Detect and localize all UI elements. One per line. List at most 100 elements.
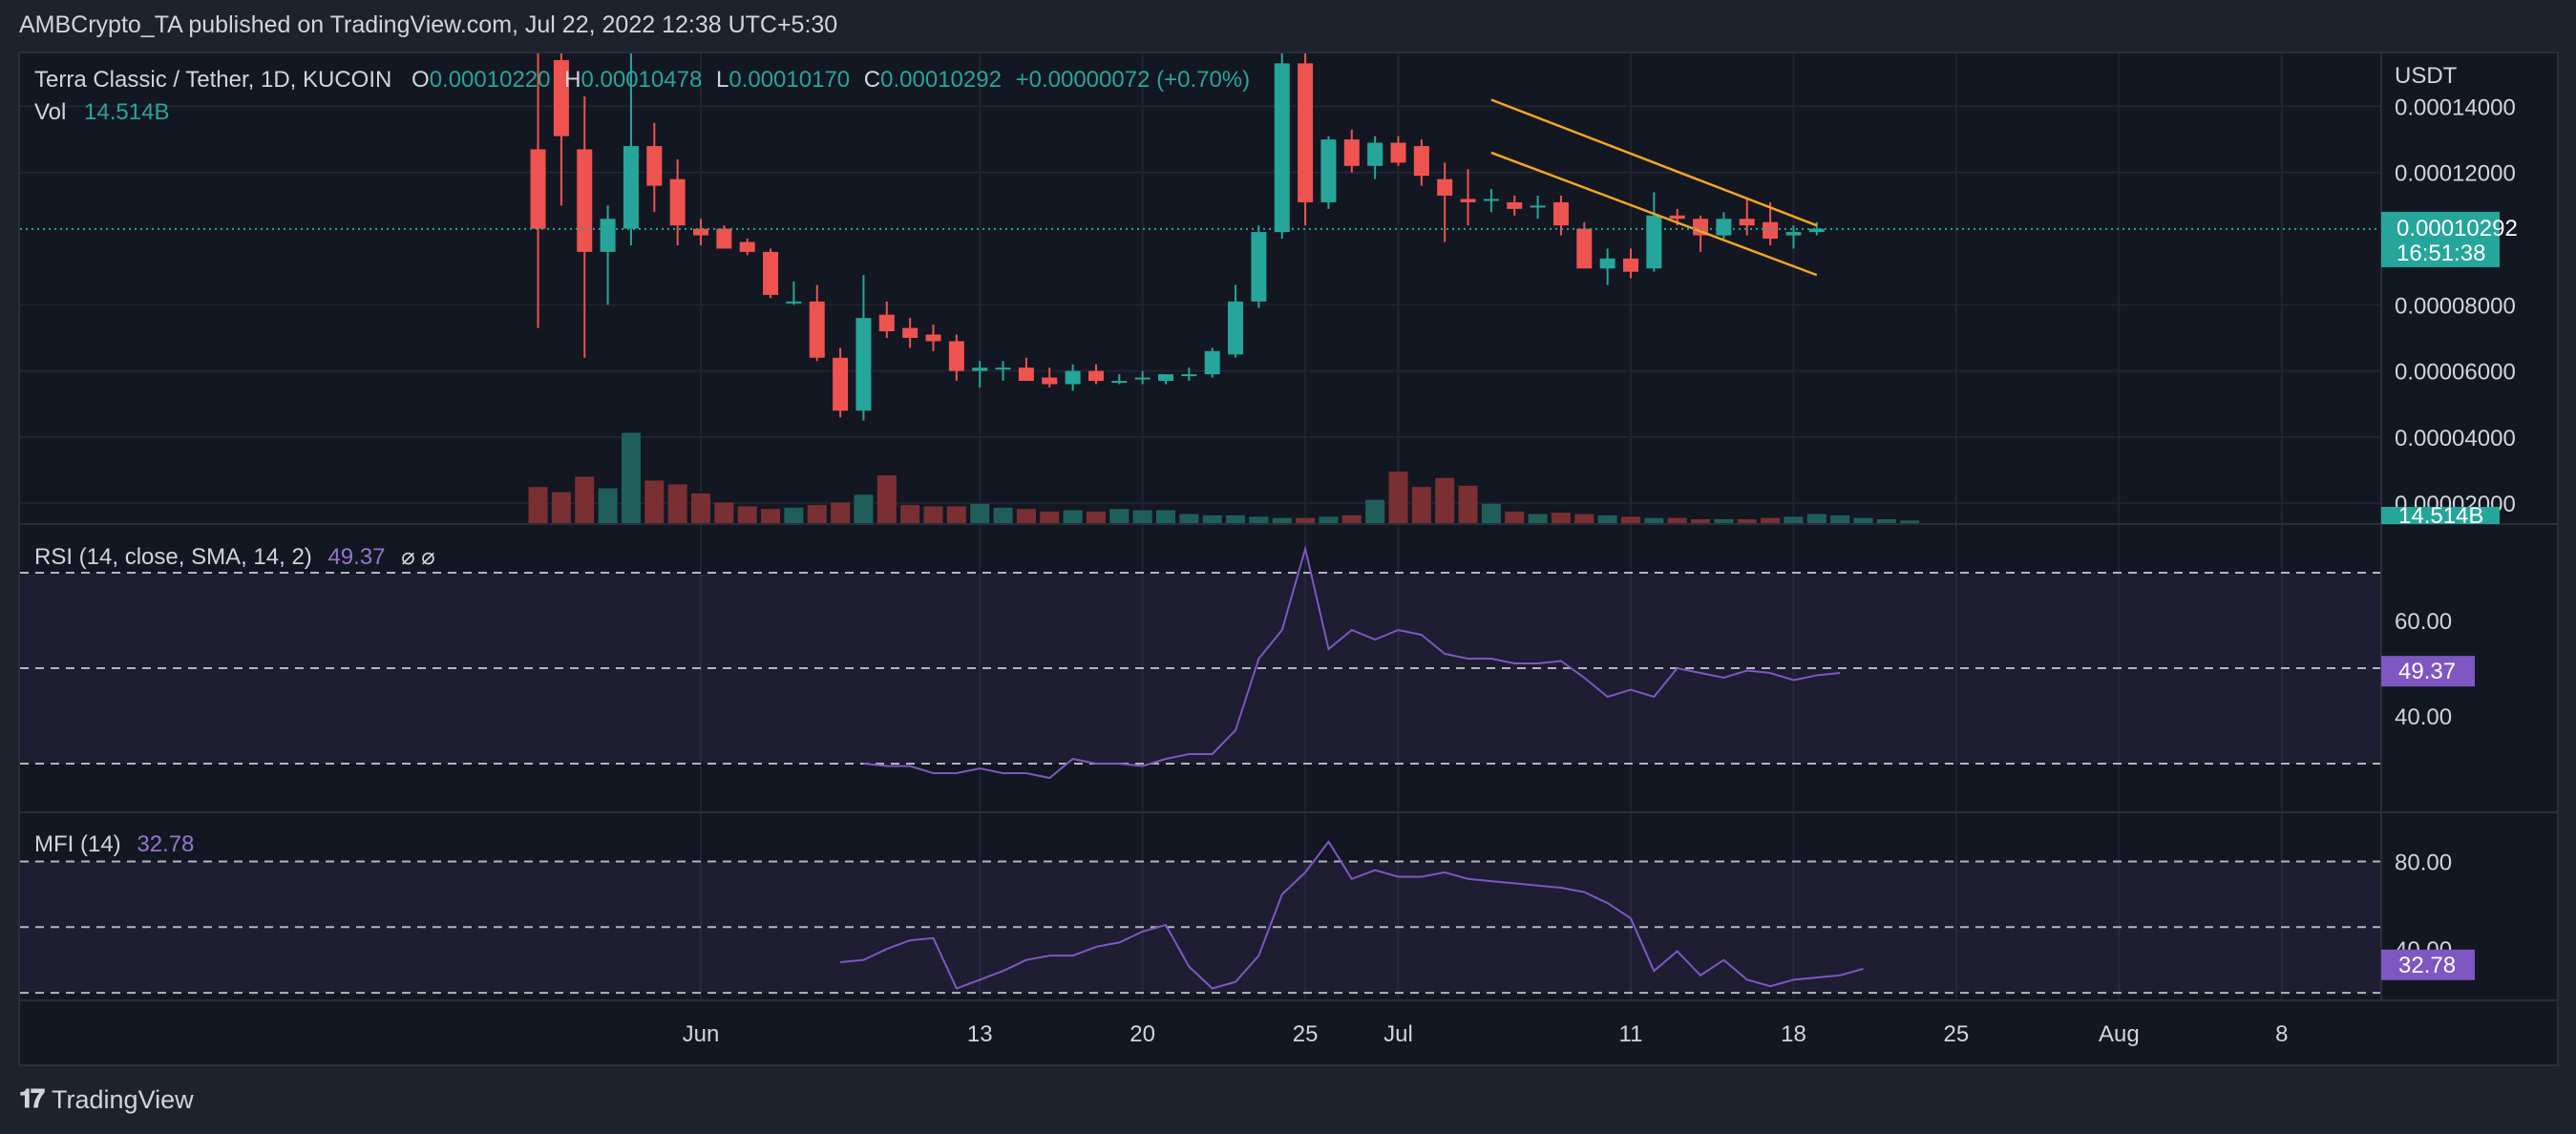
volume-bar [1621,516,1640,523]
channel-line [1490,98,1818,227]
candle-body [1763,221,1779,240]
y-tick-label: 0.00012000 [2395,161,2516,187]
y-tick-label: 0.00004000 [2395,426,2516,452]
bar-countdown-text: 16:51:38 [2397,241,2485,266]
candle-body [1343,139,1360,166]
candle-body [972,368,988,371]
volume-bar [644,480,665,523]
high-value: 0.00010478 [581,67,703,93]
candle-body [1018,368,1034,382]
symbol-label[interactable]: Terra Classic / Tether, 1D, KUCOIN [34,67,392,93]
volume-bar [575,476,595,523]
tradingview-logo-icon: 𝟏𝟕 [19,1084,45,1113]
volume-legend: Vol 14.514B [34,99,169,126]
candle-body [1623,258,1638,272]
mfi-legend[interactable]: MFI (14) 32.78 [34,831,194,858]
volume-bar [1086,511,1106,523]
candle-body [553,59,569,136]
volume-bar [1202,514,1222,523]
volume-bar [1714,518,1734,523]
volume-bar [667,484,687,523]
candle-body [1367,142,1383,166]
mfi-value-badge [2381,949,2475,980]
candle-body [1274,63,1290,233]
close-value: 0.00010292 [880,67,1002,93]
volume-bar [621,432,641,523]
rsi-y-tick-label: 40.00 [2395,704,2452,730]
volume-bar [761,509,781,523]
candle-body [1460,199,1476,202]
candle-body [693,228,708,236]
volume-bar [528,487,548,523]
volume-bar [1784,516,1804,523]
volume-bar [691,493,710,523]
volume-bar [1528,514,1548,523]
rsi-value: 49.37 [327,544,386,570]
publisher-line: AMBCrypto_TA published on TradingView.co… [19,11,838,38]
candle-body [1739,219,1755,226]
volume-bar [1249,516,1269,523]
volume-bar [1063,510,1083,523]
mfi-line [840,840,1864,990]
volume-bar [1388,472,1408,523]
volume-bar [1296,517,1316,523]
candle-body [1576,228,1593,269]
candle-body [1181,374,1197,377]
candle-body [1413,146,1429,177]
candle-body [763,251,779,295]
volume-bar [1132,510,1152,523]
candle-body [1507,201,1523,209]
volume-bar [714,502,734,523]
volume-bar [1806,514,1826,523]
volume-bar [1761,517,1781,523]
candle-body [1087,370,1104,382]
x-tick-label: 13 [967,1021,993,1047]
volume-bar [1737,518,1757,523]
candle-body [600,219,616,252]
candle-body [1042,377,1058,385]
volume-bar [1272,517,1292,523]
volume-bar [1574,514,1594,523]
volume-bar [1458,485,1478,523]
volume-bar [1900,520,1920,523]
volume-bar [1435,477,1455,523]
rsi-legend[interactable]: RSI (14, close, SMA, 14, 2) 49.37 ⌀ ⌀ [34,543,435,571]
mfi-label: MFI (14) [34,831,121,857]
x-tick-label: 18 [1781,1021,1806,1047]
volume-bar [854,494,874,523]
x-tick-label: 25 [1944,1021,1970,1047]
volume-bar [784,507,804,523]
volume-bar [1016,509,1036,523]
candle-body [739,242,755,252]
candle-body [786,301,802,304]
mfi-value-badge-text: 32.78 [2398,953,2456,978]
x-tick-label: Jul [1383,1021,1413,1047]
currency-label: USDT [2395,63,2458,89]
channel-line [1490,151,1818,277]
volume-bar [1691,518,1711,523]
candle-body [1111,381,1128,384]
volume-bar [1341,514,1362,523]
volume-bar [1365,499,1385,523]
candle-body [1298,63,1314,202]
tradingview-logo[interactable]: 𝟏𝟕 TradingView [19,1084,194,1115]
candle-body [1483,199,1499,201]
candle-body [716,228,732,249]
volume-bar [1551,513,1571,523]
volume-bar [1597,514,1617,523]
y-tick-label: 0.00014000 [2395,94,2516,120]
y-tick-label: 0.00008000 [2395,293,2516,319]
volume-bar [1853,517,1873,523]
candle-body [1065,370,1081,385]
volume-badge-text: 14.514B [2398,503,2483,529]
candle-body [948,341,964,371]
candle-body [1669,215,1685,220]
candle-body [1134,377,1151,380]
change-value: +0.00000072 (+0.70%) [1015,67,1251,93]
x-tick-label: 20 [1130,1021,1155,1047]
last-price-badge [2381,211,2500,267]
candle-body [902,327,918,338]
x-tick-label: 8 [2275,1021,2288,1047]
candle-body [669,178,686,226]
